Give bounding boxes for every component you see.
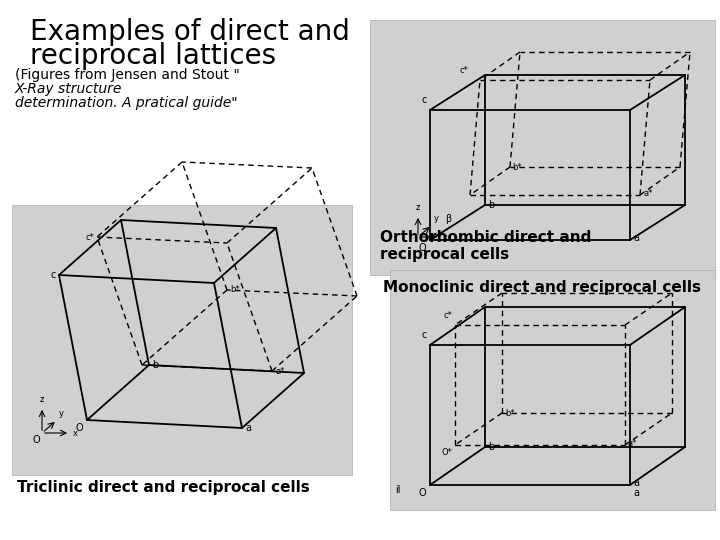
Text: Orthorhombic direct and
reciprocal cells: Orthorhombic direct and reciprocal cells: [380, 230, 591, 262]
Text: a*: a*: [628, 438, 637, 448]
Text: determination. A pratical guide": determination. A pratical guide": [15, 96, 238, 110]
Text: O: O: [418, 488, 426, 498]
Text: b: b: [488, 200, 494, 210]
Text: c: c: [422, 330, 427, 340]
Text: y: y: [59, 409, 64, 418]
Text: (Figures from Jensen and Stout ": (Figures from Jensen and Stout ": [15, 68, 240, 82]
Text: O: O: [76, 423, 83, 433]
Text: O: O: [32, 435, 40, 445]
Text: O*: O*: [441, 448, 452, 457]
Bar: [12, 205, 352, 475]
Text: β: β: [445, 214, 451, 224]
Text: y: y: [434, 214, 439, 223]
Text: Triclinic direct and reciprocal cells: Triclinic direct and reciprocal cells: [17, 480, 310, 495]
Text: b*: b*: [512, 163, 521, 172]
Text: c: c: [422, 95, 427, 105]
Text: c*: c*: [443, 311, 452, 320]
Text: z: z: [40, 395, 44, 404]
Text: a: a: [633, 233, 639, 243]
Text: Examples of direct and: Examples of direct and: [30, 18, 350, 46]
Text: b: b: [152, 360, 158, 370]
Text: a*: a*: [275, 367, 284, 375]
Text: b: b: [488, 442, 494, 452]
Text: c*: c*: [459, 66, 468, 75]
Text: x: x: [443, 233, 448, 241]
Text: z: z: [416, 203, 420, 212]
Text: a*: a*: [643, 188, 652, 198]
Text: a: a: [245, 423, 251, 433]
Text: a: a: [633, 488, 639, 498]
Bar: [390, 270, 715, 510]
Text: il: il: [395, 485, 400, 495]
Text: c: c: [50, 270, 56, 280]
Text: O: O: [418, 243, 426, 253]
Text: reciprocal lattices: reciprocal lattices: [30, 42, 276, 70]
Text: X-Ray structure: X-Ray structure: [15, 82, 122, 96]
Text: a: a: [633, 478, 639, 488]
Text: Monoclinic direct and reciprocal cells: Monoclinic direct and reciprocal cells: [383, 280, 701, 295]
Text: x: x: [73, 429, 78, 437]
Text: b*: b*: [505, 408, 515, 417]
Text: c*: c*: [85, 233, 94, 241]
Bar: [370, 20, 715, 275]
Text: b*: b*: [230, 286, 240, 294]
